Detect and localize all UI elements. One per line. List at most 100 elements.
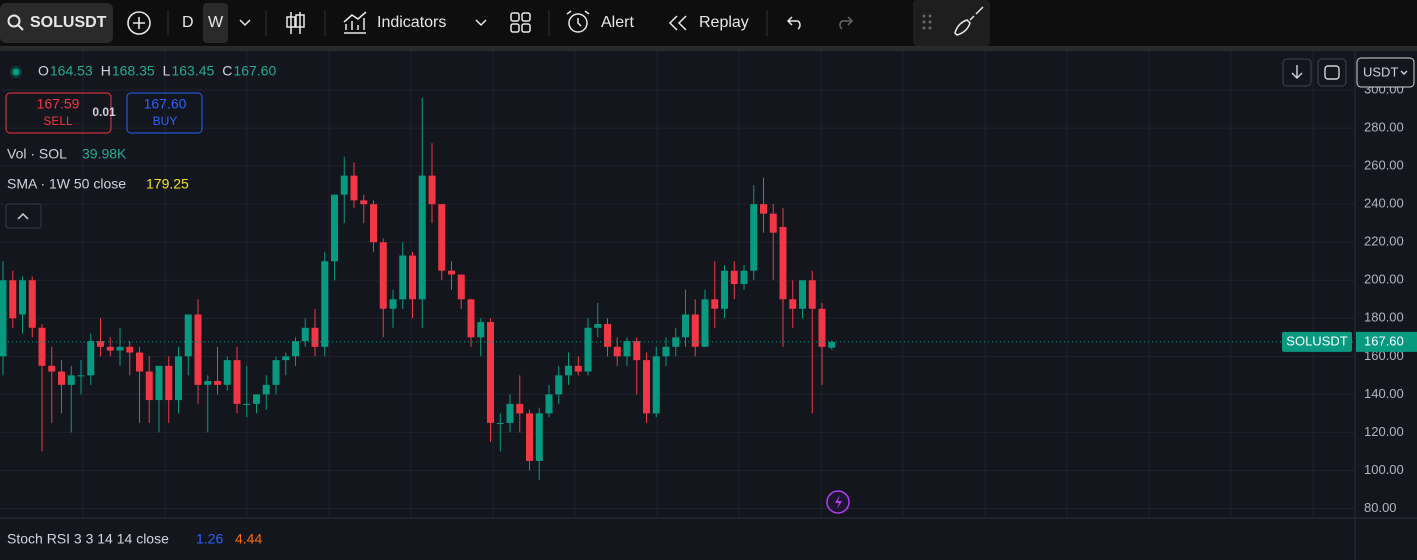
ohlc-key: L	[163, 63, 171, 79]
stoch-d: 4.44	[235, 531, 262, 547]
candle-body	[828, 341, 836, 348]
y-tick-label: 80.00	[1364, 500, 1397, 515]
candle-body	[750, 204, 758, 271]
alert-button[interactable]: Alert	[601, 14, 634, 31]
candle-body	[799, 280, 806, 309]
stoch-k: 1.26	[196, 531, 223, 547]
sell-label: SELL	[43, 114, 73, 128]
candle-body	[818, 308, 826, 347]
symbol: SOLUSDT	[30, 14, 107, 31]
fullscreen-icon	[1324, 65, 1340, 80]
currency-selector[interactable]	[1356, 57, 1415, 88]
ohlc-value: 163.45	[171, 63, 214, 79]
candle-body	[301, 327, 309, 342]
buy-price: 167.60	[144, 96, 187, 112]
candle-body	[721, 270, 728, 309]
candle-body	[58, 371, 65, 385]
y-tick-label: 120.00	[1364, 424, 1404, 439]
candle-body	[379, 242, 387, 309]
candle-body	[701, 299, 709, 347]
undo-button[interactable]	[786, 16, 801, 30]
sell-button[interactable]	[5, 92, 112, 134]
interval-w[interactable]: W	[208, 14, 224, 31]
candle-body	[730, 270, 738, 285]
candle-body	[145, 371, 153, 401]
buy-button[interactable]	[126, 92, 203, 134]
arrow-icon	[1291, 65, 1303, 79]
collapse-icon	[17, 212, 29, 220]
replay-button[interactable]: Replay	[699, 14, 749, 31]
candle-body	[633, 341, 641, 361]
candle-body	[165, 365, 173, 401]
y-tick-label: 240.00	[1364, 196, 1404, 211]
alert-icon[interactable]	[568, 13, 588, 33]
candle-body	[428, 175, 436, 205]
search-icon	[17, 24, 24, 31]
y-tick-label: 180.00	[1364, 310, 1404, 325]
candle-body	[662, 346, 670, 357]
candle-body	[233, 360, 241, 404]
candle-body	[448, 270, 455, 275]
candle-body	[38, 327, 46, 366]
y-tick-label: 220.00	[1364, 234, 1404, 249]
drawing-toolbar	[913, 0, 990, 46]
replay-icon[interactable]	[668, 15, 687, 31]
grid	[0, 52, 1355, 560]
candle-body	[643, 360, 650, 414]
fullscreen-button[interactable]	[1317, 58, 1347, 87]
candle-body	[136, 352, 143, 372]
symbol-search[interactable]	[0, 3, 113, 43]
candle-body	[438, 204, 446, 271]
candle-body	[574, 365, 582, 372]
chart-type-icon	[286, 16, 296, 28]
candle-body	[760, 204, 767, 214]
candle-body	[97, 341, 104, 347]
ohlc-key: O	[38, 63, 49, 79]
candle-body	[282, 356, 290, 361]
candle-body	[292, 341, 299, 357]
candle-body	[740, 270, 748, 285]
candle-body	[506, 403, 514, 423]
interval-d[interactable]: D	[182, 14, 194, 31]
candle-body	[155, 365, 163, 401]
candle-body	[87, 341, 95, 376]
candle-body	[652, 356, 660, 414]
candle-body	[808, 280, 816, 309]
volume-value: 39.98K	[82, 146, 127, 162]
candle-body	[584, 327, 592, 372]
ohlc-key: H	[101, 63, 111, 79]
candle-body	[0, 280, 7, 357]
interval-dropdown[interactable]	[239, 19, 251, 27]
candle-body	[769, 213, 777, 233]
ohlc-value: 168.35	[112, 63, 155, 79]
plus-icon	[133, 17, 145, 29]
layout-icon[interactable]	[510, 12, 531, 33]
candle-body	[253, 394, 260, 404]
candle-body	[194, 314, 202, 385]
candle-body	[311, 327, 319, 347]
collapse-legend[interactable]	[5, 203, 42, 229]
interval-selected[interactable]	[203, 3, 228, 43]
indicators-dropdown[interactable]	[475, 19, 487, 27]
compare-button[interactable]	[127, 11, 151, 35]
candle-body	[370, 204, 377, 243]
candle-body	[340, 175, 348, 195]
sell-price: 167.59	[37, 96, 80, 112]
brush-tool[interactable]	[954, 6, 984, 36]
ohlc-key: C	[222, 63, 232, 79]
y-tick-label: 200.00	[1364, 272, 1404, 287]
candle-body	[526, 413, 533, 461]
symbol-price-tag-text: SOLUSDT	[1286, 333, 1347, 348]
candle-body	[214, 381, 221, 385]
candle-body	[789, 299, 797, 309]
redo-button[interactable]	[839, 16, 854, 30]
quantity: 0.01	[92, 105, 116, 119]
candle-body	[409, 255, 416, 300]
volume-label: Vol · SOL	[7, 146, 67, 162]
buy-label: BUY	[153, 114, 178, 128]
indicators-button[interactable]: Indicators	[377, 14, 446, 31]
candle-body	[623, 341, 631, 357]
currency-dropdown	[1400, 70, 1408, 75]
indicators-icon[interactable]	[343, 11, 367, 34]
